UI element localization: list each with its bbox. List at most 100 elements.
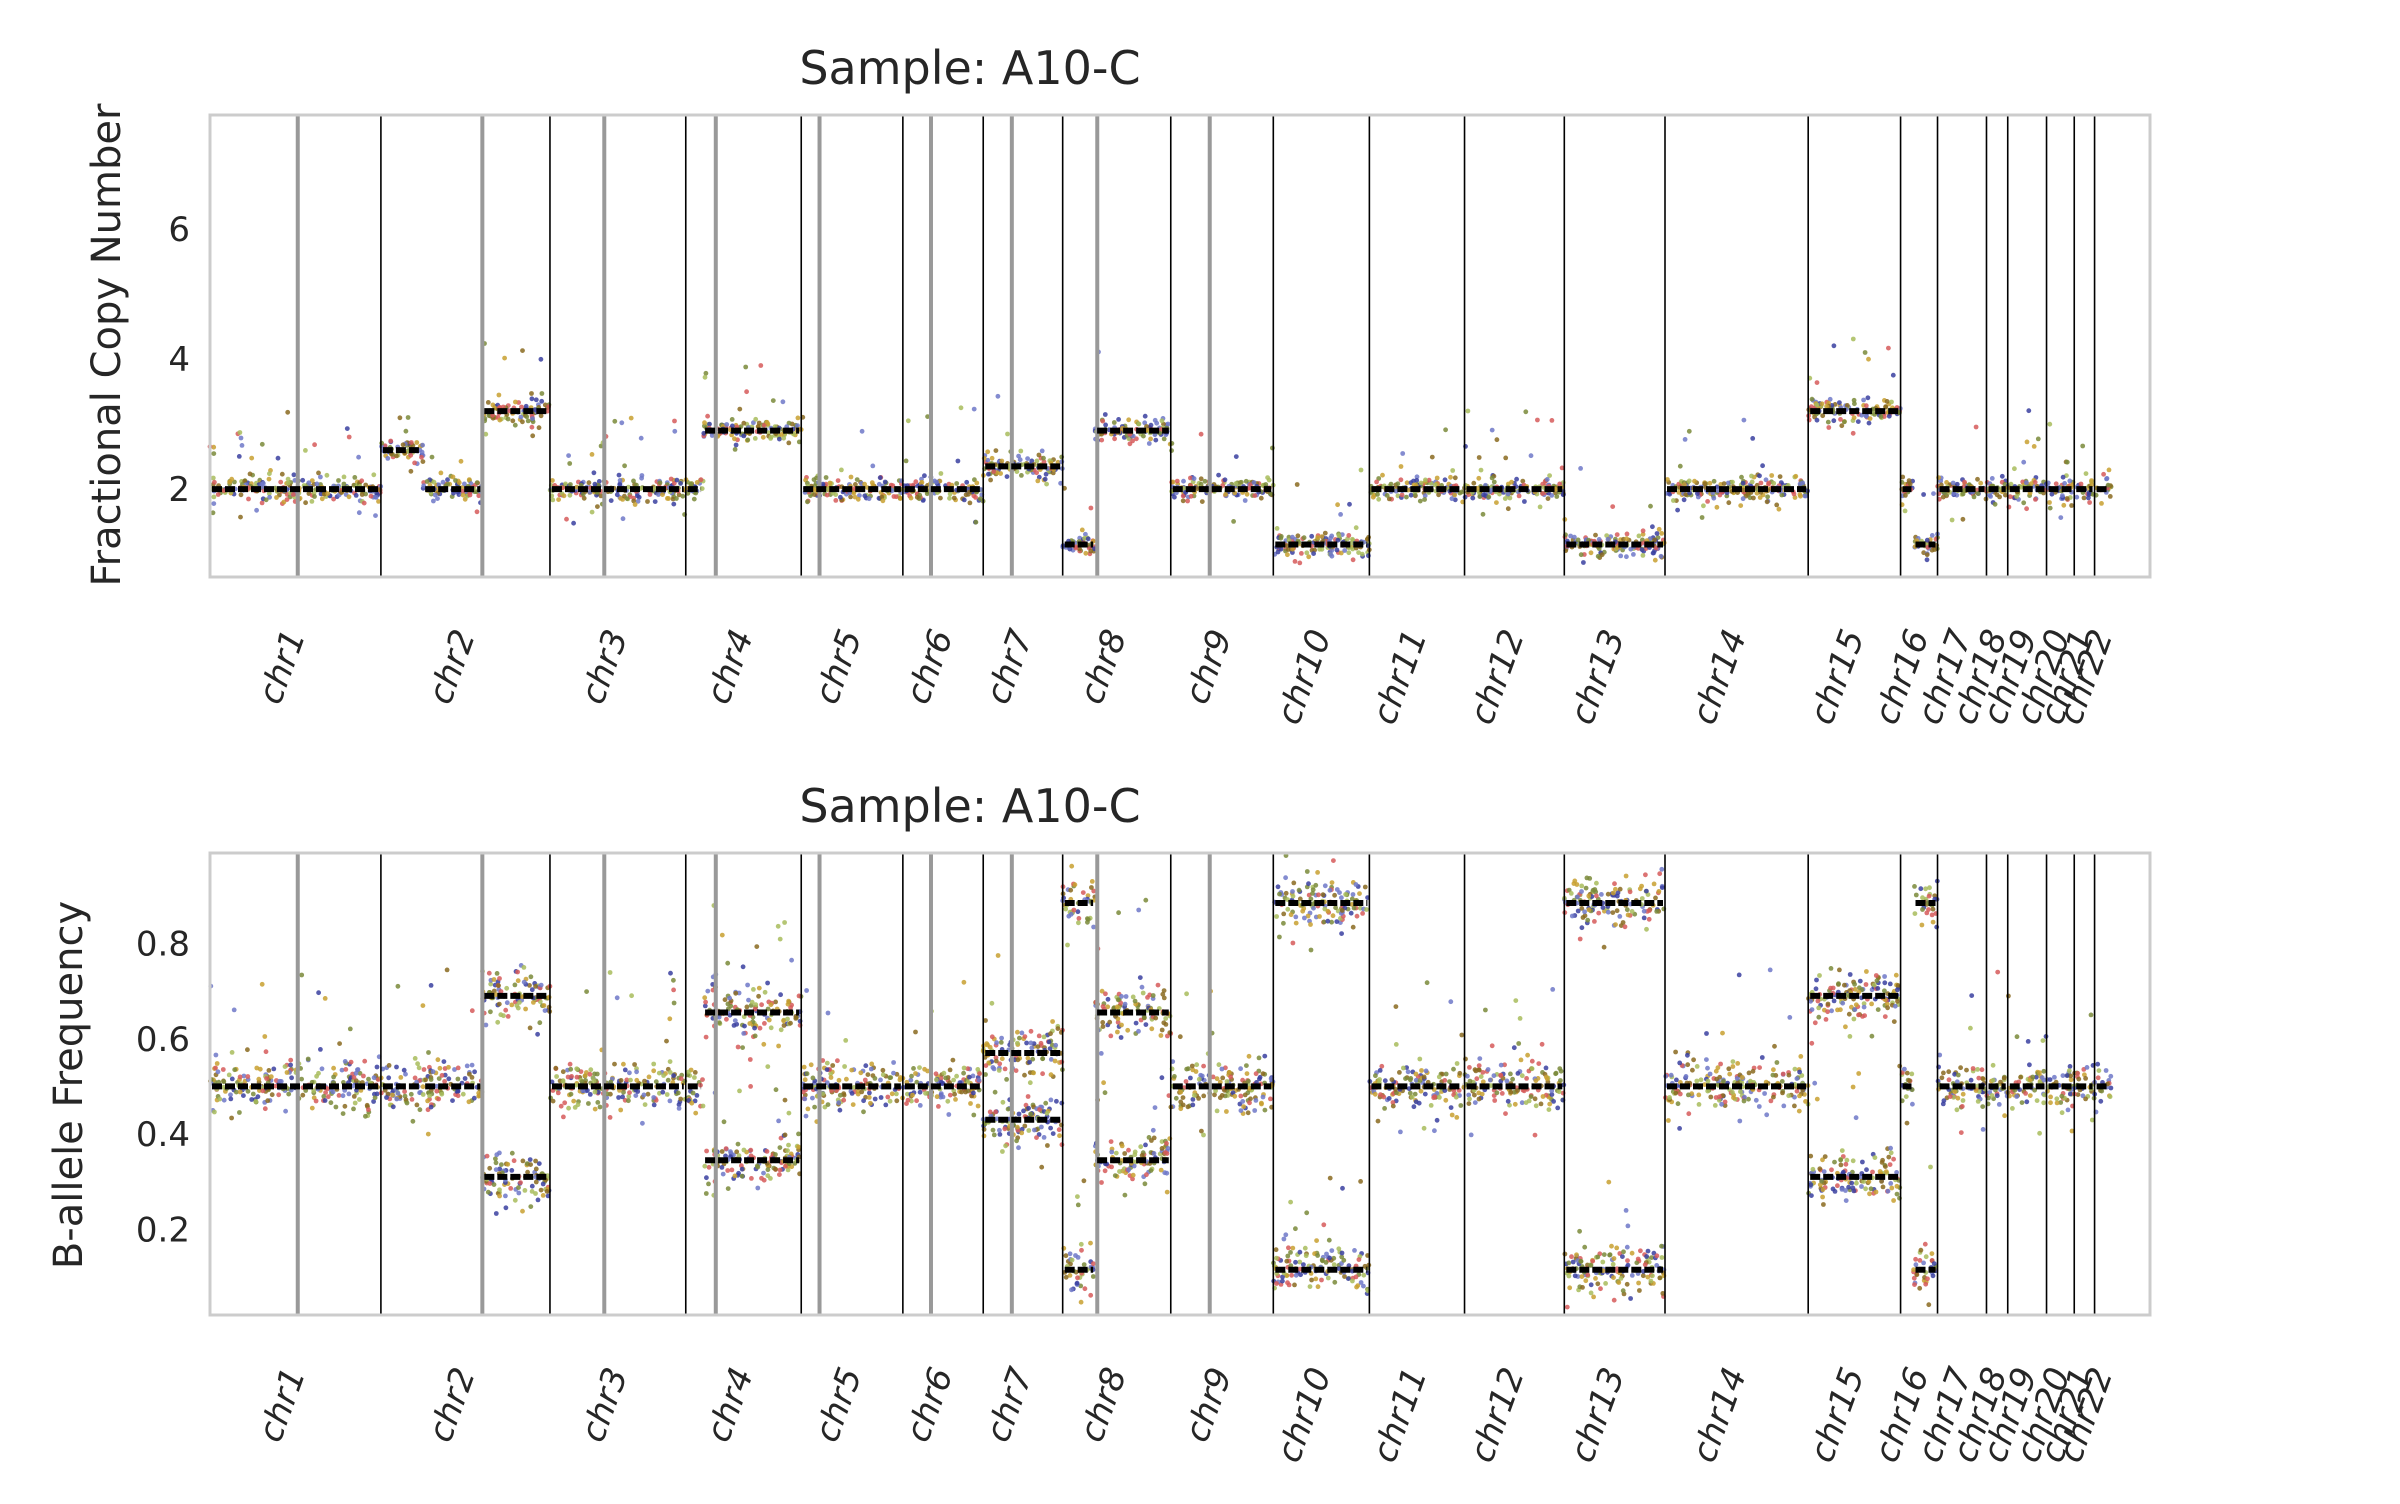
data-point — [1517, 494, 1522, 499]
data-point — [1347, 502, 1352, 507]
data-point — [803, 1077, 808, 1082]
data-point — [439, 1092, 444, 1097]
data-point — [1589, 550, 1594, 555]
data-point — [1692, 479, 1697, 484]
data-point — [1879, 414, 1884, 419]
x-tick-label: chr5 — [807, 624, 871, 709]
data-point — [1164, 1141, 1169, 1146]
data-point — [1025, 456, 1030, 461]
data-point — [1136, 908, 1141, 913]
y-tick-label: 2 — [168, 470, 190, 510]
data-point — [1648, 504, 1653, 509]
data-point — [475, 480, 480, 485]
data-point — [445, 477, 450, 482]
data-point — [1152, 1151, 1157, 1156]
data-point — [1286, 1245, 1291, 1250]
data-point — [1169, 448, 1174, 453]
data-point — [1156, 983, 1161, 988]
data-point — [1640, 547, 1645, 552]
data-point — [520, 1209, 525, 1214]
data-point — [237, 1110, 242, 1115]
data-point — [595, 1072, 600, 1077]
data-point — [858, 1070, 863, 1075]
data-point — [1702, 481, 1707, 486]
data-point — [264, 1076, 269, 1081]
data-point — [1241, 1104, 1246, 1109]
data-point — [503, 1194, 508, 1199]
data-point — [1029, 1041, 1034, 1046]
data-point — [922, 1067, 927, 1072]
data-point — [962, 980, 967, 985]
data-point — [996, 394, 1001, 399]
data-point — [1355, 914, 1360, 919]
data-point — [590, 452, 595, 457]
data-point — [984, 1063, 989, 1068]
data-point — [1769, 473, 1774, 478]
data-point — [1705, 499, 1710, 504]
data-point — [704, 371, 709, 376]
data-point — [1075, 1194, 1080, 1199]
data-point — [221, 1067, 226, 1072]
data-point — [758, 1026, 763, 1031]
data-point — [505, 1000, 510, 1005]
data-point — [398, 415, 403, 420]
data-point — [316, 471, 321, 476]
data-point — [371, 472, 376, 477]
data-point — [1224, 1109, 1229, 1114]
data-point — [918, 1090, 923, 1095]
data-point — [748, 1084, 753, 1089]
data-point — [1223, 492, 1228, 497]
data-point — [1316, 892, 1321, 897]
data-point — [1040, 1071, 1045, 1076]
data-point — [773, 1152, 778, 1157]
data-point — [360, 492, 365, 497]
data-point — [1217, 1062, 1222, 1067]
data-point — [994, 448, 999, 453]
data-point — [705, 989, 710, 994]
data-point — [588, 1092, 593, 1097]
data-point — [1257, 1056, 1262, 1061]
data-point — [745, 438, 750, 443]
data-point — [859, 1090, 864, 1095]
data-point — [836, 478, 841, 483]
data-point — [1080, 528, 1085, 533]
data-point — [1538, 505, 1543, 510]
data-point — [394, 1097, 399, 1102]
data-point — [1014, 1138, 1019, 1143]
data-point — [1016, 1145, 1021, 1150]
data-point — [954, 1074, 959, 1079]
data-point — [497, 1187, 502, 1192]
data-point — [495, 1020, 500, 1025]
data-point — [1777, 507, 1782, 512]
data-point — [1166, 1146, 1171, 1151]
data-point — [1851, 431, 1856, 436]
data-point — [1815, 380, 1820, 385]
data-point — [753, 1002, 758, 1007]
data-point — [778, 1145, 783, 1150]
data-point — [643, 1102, 648, 1107]
data-point — [867, 496, 872, 501]
data-point — [1140, 985, 1145, 990]
data-point — [1220, 1076, 1225, 1081]
data-point — [1057, 1133, 1062, 1138]
data-point — [433, 493, 438, 498]
data-point — [1974, 425, 1979, 430]
data-point — [568, 493, 573, 498]
data-point — [356, 455, 361, 460]
data-point — [1304, 1253, 1309, 1258]
data-point — [547, 1005, 552, 1010]
data-point — [994, 1040, 999, 1045]
data-point — [628, 1078, 633, 1083]
data-point — [386, 1075, 391, 1080]
data-point — [598, 1105, 603, 1110]
data-point — [1068, 1251, 1073, 1256]
data-point — [723, 997, 728, 1002]
data-point — [508, 1186, 513, 1191]
data-point — [496, 983, 501, 988]
data-point — [1103, 1090, 1108, 1095]
data-point — [727, 996, 732, 1001]
data-point — [1231, 519, 1236, 524]
data-point — [1065, 943, 1070, 948]
data-point — [1308, 922, 1313, 927]
data-point — [1297, 888, 1302, 893]
